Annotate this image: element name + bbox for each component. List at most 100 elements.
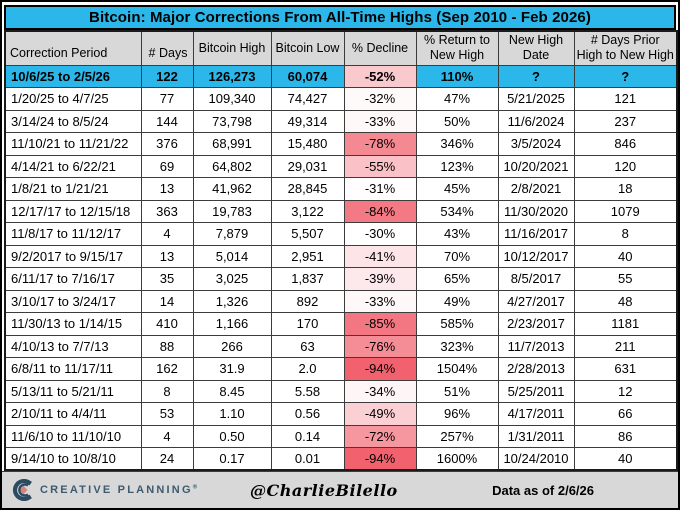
table-cell: 13 <box>140 177 194 201</box>
table-cell: 1.10 <box>192 402 272 426</box>
table-cell: 0.14 <box>270 424 345 448</box>
table-cell: -84% <box>343 199 417 223</box>
table-cell: 11/6/2024 <box>497 109 575 133</box>
table-cell: 4/17/2011 <box>497 402 575 426</box>
table-cell: 47% <box>415 87 499 111</box>
table-cell: 7,879 <box>192 222 272 246</box>
table-cell: 2/23/2017 <box>497 312 575 336</box>
table-cell: 8 <box>140 379 194 403</box>
table-cell: 35 <box>140 267 194 291</box>
table-cell: 88 <box>140 334 194 358</box>
footer-bar: CREATIVE PLANNING® @CharlieBilello Data … <box>2 471 678 508</box>
table-cell: 585% <box>415 312 499 336</box>
table-cell: 11/16/2017 <box>497 222 575 246</box>
table-cell: 363 <box>140 199 194 223</box>
column-header-bitcoin-low: Bitcoin Low <box>270 30 345 66</box>
table-cell: 1079 <box>573 199 678 223</box>
table-cell: 4 <box>140 222 194 246</box>
table-body: 10/6/25 to 2/5/26 122 126,273 60,074 -52% 110… <box>4 64 678 471</box>
table-cell: 5,507 <box>270 222 345 246</box>
table-row: 11/8/17 to 11/12/17 4 7,879 5,507 -30% 43% 11/… <box>4 222 678 246</box>
table-cell: 6/8/11 to 11/17/11 <box>4 357 142 381</box>
table-cell: 73,798 <box>192 109 272 133</box>
table-cell: -34% <box>343 379 417 403</box>
data-as-of-label: Data as of 2/6/26 <box>492 482 594 498</box>
author-handle: @CharlieBilello <box>250 480 398 500</box>
column-header-new-high-date: New High Date <box>497 30 575 66</box>
table-cell: 5/13/11 to 5/21/11 <box>4 379 142 403</box>
table-row: 12/17/17 to 12/15/18 363 19,783 3,122 -84% 53… <box>4 199 678 223</box>
table-cell: 1/31/2011 <box>497 424 575 448</box>
table-cell: 534% <box>415 199 499 223</box>
table-row: 6/11/17 to 7/16/17 35 3,025 1,837 -39% 65% 8/5… <box>4 267 678 291</box>
trademark-symbol: ® <box>192 484 198 491</box>
table-cell: -78% <box>343 132 417 156</box>
table-row: 6/8/11 to 11/17/11 162 31.9 2.0 -94% 1504% 2/2… <box>4 357 678 381</box>
table-cell: -31% <box>343 177 417 201</box>
table-cell: 66 <box>573 402 678 426</box>
table-cell: 5/21/2025 <box>497 87 575 111</box>
table-cell: 3/14/24 to 8/5/24 <box>4 109 142 133</box>
table-cell: 120 <box>573 154 678 178</box>
table-cell: -52% <box>343 64 417 88</box>
table-cell: 13 <box>140 244 194 268</box>
table-cell: 109,340 <box>192 87 272 111</box>
column-header-pct-decline: % Decline <box>343 30 417 66</box>
table-cell: 5,014 <box>192 244 272 268</box>
table-cell: -39% <box>343 267 417 291</box>
table-cell: 892 <box>270 289 345 313</box>
table-cell: 257% <box>415 424 499 448</box>
table-cell: 11/8/17 to 11/12/17 <box>4 222 142 246</box>
table-cell: 1/20/25 to 4/7/25 <box>4 87 142 111</box>
table-cell: 266 <box>192 334 272 358</box>
table-cell: 3/10/17 to 3/24/17 <box>4 289 142 313</box>
table-cell: 43% <box>415 222 499 246</box>
table-cell: 346% <box>415 132 499 156</box>
table-cell: 28,845 <box>270 177 345 201</box>
table-cell: 41,962 <box>192 177 272 201</box>
table-cell: 63 <box>270 334 345 358</box>
page-title: Bitcoin: Major Corrections From All-Time… <box>4 5 676 30</box>
table-cell: 4 <box>140 424 194 448</box>
table-cell: 15,480 <box>270 132 345 156</box>
table-row: 9/14/10 to 10/8/10 24 0.17 0.01 -94% 1600% 10/… <box>4 447 678 471</box>
table-cell: 211 <box>573 334 678 358</box>
table-cell: 2,951 <box>270 244 345 268</box>
table-cell: 0.01 <box>270 447 345 471</box>
brand-name: CREATIVE PLANNING® <box>40 484 198 496</box>
table-cell: 3/5/2024 <box>497 132 575 156</box>
table-cell: -49% <box>343 402 417 426</box>
table-cell: 10/6/25 to 2/5/26 <box>4 64 142 88</box>
table-cell: 122 <box>140 64 194 88</box>
table-cell: 121 <box>573 87 678 111</box>
table-cell: 376 <box>140 132 194 156</box>
table-cell: 12/17/17 to 12/15/18 <box>4 199 142 223</box>
table-cell: 4/14/21 to 6/22/21 <box>4 154 142 178</box>
table-cell: 2/8/2021 <box>497 177 575 201</box>
table-cell: 323% <box>415 334 499 358</box>
table-row: 2/10/11 to 4/4/11 53 1.10 0.56 -49% 96% 4/17/2… <box>4 402 678 426</box>
table-cell: 53 <box>140 402 194 426</box>
table-cell: 0.17 <box>192 447 272 471</box>
table-cell: 1181 <box>573 312 678 336</box>
table-cell: 4/27/2017 <box>497 289 575 313</box>
table-cell: 65% <box>415 267 499 291</box>
table-cell: 4/10/13 to 7/7/13 <box>4 334 142 358</box>
table-cell: 237 <box>573 109 678 133</box>
table-cell: 110% <box>415 64 499 88</box>
table-row: 4/10/13 to 7/7/13 88 266 63 -76% 323% 11/7/201… <box>4 334 678 358</box>
table-cell: 631 <box>573 357 678 381</box>
table-cell: 19,783 <box>192 199 272 223</box>
table-area: Bitcoin: Major Corrections From All-Time… <box>2 2 678 471</box>
corrections-table: Correction Period # Days Bitcoin High Bi… <box>4 30 678 471</box>
table-cell: 846 <box>573 132 678 156</box>
table-row: 3/10/17 to 3/24/17 14 1,326 892 -33% 49% 4/27/… <box>4 289 678 313</box>
table-cell: 8/5/2017 <box>497 267 575 291</box>
table-cell: ? <box>573 64 678 88</box>
table-row: 1/8/21 to 1/21/21 13 41,962 28,845 -31% 45% 2/… <box>4 177 678 201</box>
table-cell: 69 <box>140 154 194 178</box>
table-header: Correction Period # Days Bitcoin High Bi… <box>4 30 678 66</box>
table-row: 11/6/10 to 11/10/10 4 0.50 0.14 -72% 257% 1/31… <box>4 424 678 448</box>
table-cell: 74,427 <box>270 87 345 111</box>
table-row: 10/6/25 to 2/5/26 122 126,273 60,074 -52% 110… <box>4 64 678 88</box>
